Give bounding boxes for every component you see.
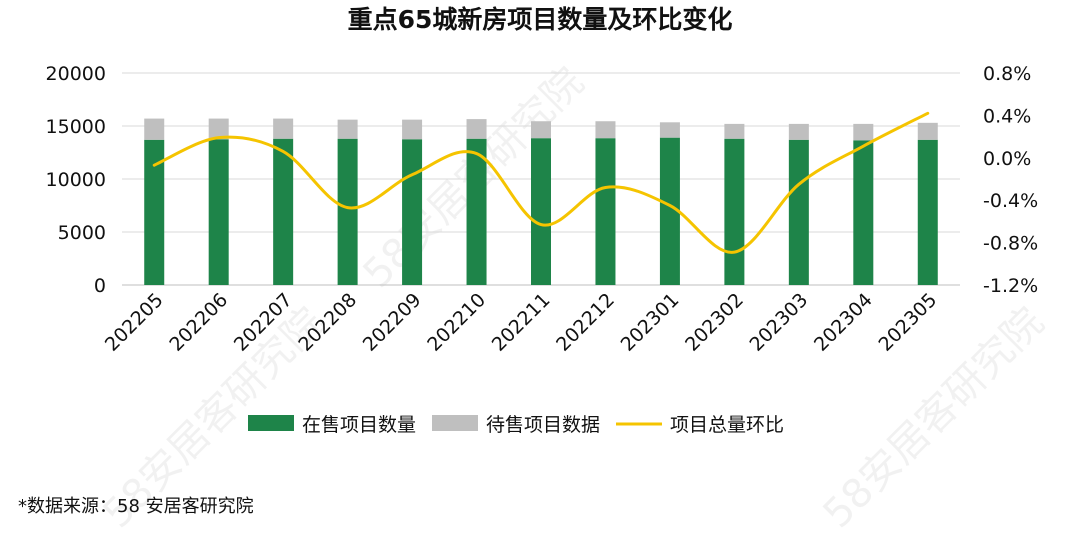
- legend-label: 项目总量环比: [670, 414, 784, 436]
- bar-on-sale: [788, 139, 809, 285]
- bar-pending: [402, 119, 423, 140]
- left-tick-label: 15000: [46, 116, 106, 138]
- bar-on-sale: [531, 138, 551, 285]
- bar-on-sale: [659, 137, 680, 285]
- chart-title: 重点65城新房项目数量及环比变化: [348, 5, 733, 34]
- watermark-3: 58安居客研究院: [815, 299, 1053, 533]
- watermarks: 58安居客研究院 58安居客研究院 58安居客研究院: [95, 59, 1053, 537]
- left-tick-label: 0: [94, 275, 106, 297]
- x-tick-label: 202302: [681, 289, 748, 356]
- legend: 在售项目数量 待售项目数据 项目总量环比: [248, 414, 784, 436]
- bar-on-sale: [853, 140, 874, 285]
- bar-pending: [466, 119, 487, 139]
- left-axis: 0 5000 10000 15000 20000: [46, 63, 106, 297]
- bar-pending: [917, 122, 938, 140]
- x-tick-label: 202206: [165, 289, 232, 356]
- bar-on-sale: [466, 138, 487, 285]
- right-axis: -1.2% -0.8% -0.4% 0.0% 0.4% 0.8%: [983, 63, 1038, 297]
- legend-swatch: [248, 415, 294, 431]
- right-tick-label: -1.2%: [983, 275, 1038, 297]
- bar-on-sale: [273, 138, 294, 285]
- x-tick-label: 202209: [359, 289, 426, 356]
- bar-pending: [144, 118, 165, 140]
- bar-on-sale: [724, 138, 745, 285]
- right-tick-label: 0.4%: [983, 105, 1031, 127]
- x-tick-label: 202301: [617, 289, 684, 356]
- source-note: *数据来源：58 安居客研究院: [18, 496, 254, 517]
- x-axis: 2022052022062022072022082022092022102022…: [101, 289, 941, 356]
- x-tick-label: 202303: [746, 289, 813, 356]
- bar-on-sale: [144, 139, 165, 285]
- x-tick-label: 202211: [488, 289, 555, 356]
- legend-label: 待售项目数据: [486, 414, 600, 436]
- bars: [144, 118, 938, 285]
- bar-pending: [208, 118, 229, 140]
- line-series: [152, 111, 930, 254]
- bar-on-sale: [595, 138, 616, 285]
- x-tick-label: 202205: [101, 289, 168, 356]
- x-tick-label: 202212: [552, 289, 619, 356]
- right-tick-label: -0.4%: [983, 190, 1038, 212]
- legend-label: 在售项目数量: [302, 414, 416, 436]
- left-tick-label: 5000: [58, 222, 106, 244]
- bar-on-sale: [337, 138, 358, 285]
- right-tick-label: 0.8%: [983, 63, 1031, 85]
- line-mom-change: [152, 111, 930, 254]
- left-tick-label: 10000: [46, 169, 106, 191]
- bar-pending: [853, 123, 874, 141]
- bar-pending: [659, 122, 680, 138]
- bar-pending: [788, 123, 809, 140]
- bar-on-sale: [917, 139, 938, 285]
- bar-pending: [337, 119, 358, 139]
- bar-pending: [595, 121, 616, 139]
- right-tick-label: -0.8%: [983, 233, 1038, 255]
- bar-pending: [273, 118, 294, 139]
- bar-on-sale: [402, 139, 423, 285]
- bar-on-sale: [208, 139, 229, 285]
- x-tick-label: 202305: [874, 289, 941, 356]
- right-tick-label: 0.0%: [983, 148, 1031, 170]
- bar-pending: [724, 123, 745, 139]
- legend-swatch: [432, 415, 478, 431]
- left-tick-label: 20000: [46, 63, 106, 85]
- x-tick-label: 202210: [423, 289, 490, 356]
- x-tick-label: 202304: [810, 289, 877, 356]
- bar-pending: [531, 121, 551, 139]
